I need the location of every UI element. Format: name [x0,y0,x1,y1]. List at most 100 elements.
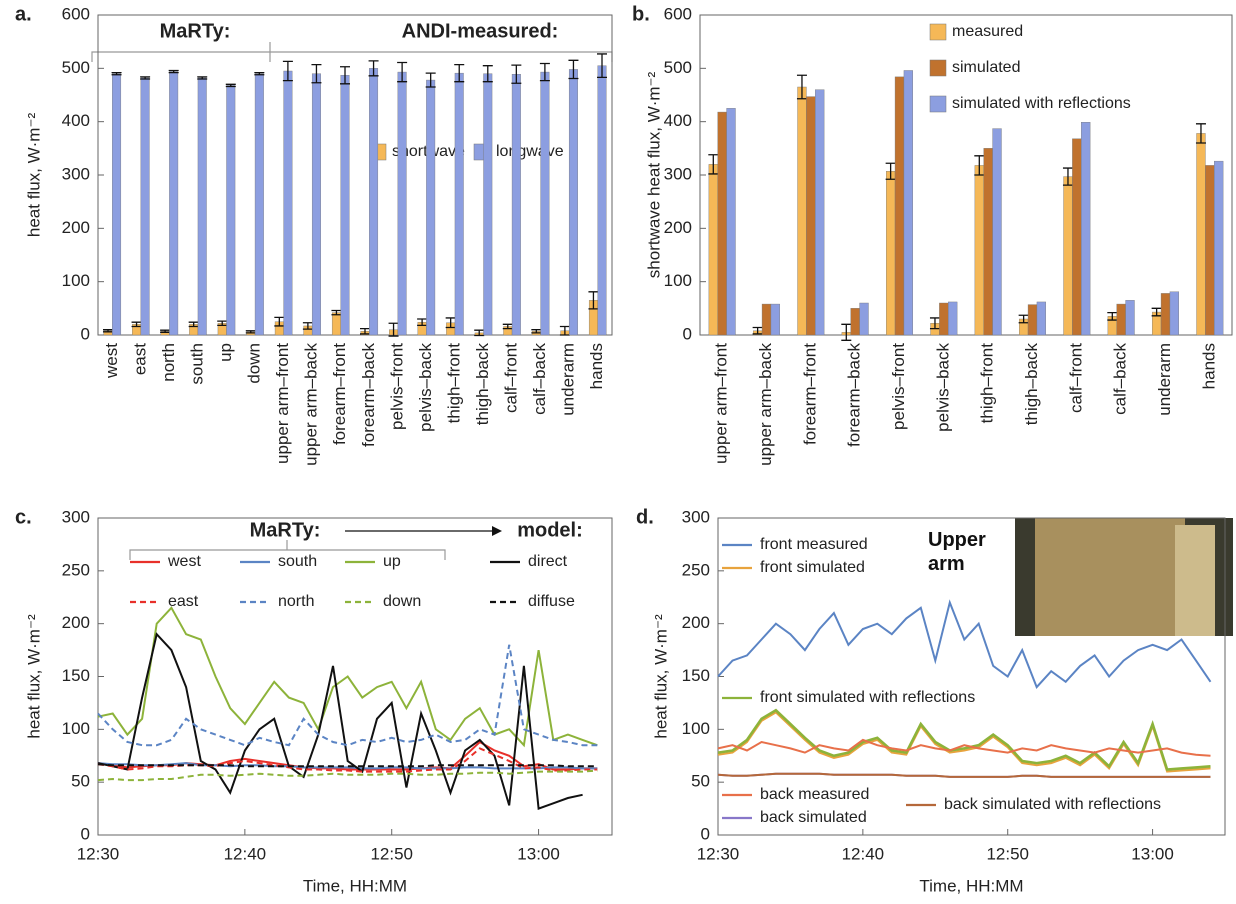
bar [369,68,379,336]
y-tick-label: 50 [691,772,710,791]
y-tick-label: 300 [664,164,692,183]
x-tick-label: forearm–back [359,343,378,447]
panel-label: c. [15,506,32,528]
x-tick-label: forearm–back [845,343,864,447]
panel-label: b. [632,3,650,25]
annotation: model: [517,519,583,541]
bar [708,164,718,336]
bar [397,71,407,336]
y-tick-label: 300 [62,507,90,526]
bar [815,89,825,336]
bar [1072,138,1082,336]
arrow-head [492,526,502,536]
error-bar [168,69,179,74]
y-tick-label: 100 [62,719,90,738]
legend-swatch [929,59,947,77]
series-line [97,606,598,748]
error-bar [482,65,493,83]
error-bar [454,63,465,83]
y-tick-label: 300 [62,164,90,183]
error-bar [1107,311,1118,321]
series-line [717,599,1212,689]
y-tick-label: 500 [62,58,90,77]
x-tick-label: 12:40 [224,844,267,863]
legend-label: front measured [760,536,868,553]
x-tick-label: down [245,343,264,384]
bar [226,85,236,336]
y-axis-label: shortwave heat flux, W·m⁻² [644,71,663,278]
annotation: MaRTy: [250,519,321,541]
legend-label: down [383,593,421,610]
y-tick-label: 0 [81,824,90,843]
error-bar [708,154,719,175]
x-tick-label: thigh–front [444,343,463,424]
bar [717,111,727,336]
x-tick-label: 12:50 [370,844,413,863]
legend-swatch [929,23,947,41]
bar [112,73,122,336]
legend-label: measured [952,23,1023,40]
bar [568,69,578,336]
x-tick-label: 12:30 [77,844,120,863]
bar [726,108,736,336]
error-bar [1018,314,1029,324]
error-bar [974,155,985,176]
bar [1160,293,1171,336]
y-axis-label: heat flux, W·m⁻² [24,614,43,739]
panel-label: a. [15,3,32,25]
y-axis-label: heat flux, W·m⁻² [24,113,43,238]
bar [761,303,772,336]
bar [992,128,1002,336]
x-tick-label: thigh–back [473,343,492,426]
x-tick-label: west [102,343,121,379]
error-bar [331,309,342,316]
series-line [717,708,1211,771]
y-tick-label: 500 [664,58,692,77]
error-bar [140,76,151,80]
legend-swatch [929,95,947,113]
legend-label: diffuse [528,593,575,610]
bar [169,71,179,336]
legend-label: longwave [496,143,564,160]
bar [340,75,350,336]
error-bar [474,329,485,337]
bar [1214,160,1224,336]
y-tick-label: 200 [62,218,90,237]
annotation: ANDI-measured: [402,20,559,42]
x-tick-label: pelvis–front [387,343,406,430]
x-tick-label: upper arm–back [756,343,775,466]
y-tick-label: 400 [62,111,90,130]
x-tick-label: pelvis–back [933,343,952,432]
error-bar [568,59,579,80]
bar [850,308,860,336]
x-tick-label: thigh–back [1022,343,1041,426]
error-bar [417,318,428,327]
bar [140,77,150,336]
x-axis-label: Time, HH:MM [303,876,407,895]
bar [1205,165,1215,336]
annotation: MaRTy: [160,20,231,42]
x-tick-label: north [159,343,178,382]
error-bar [531,329,542,334]
x-tick-label: calf–front [1066,343,1085,413]
bar [1027,304,1038,336]
x-tick-label: 12:50 [986,844,1029,863]
bar [254,73,264,336]
x-tick-label: calf–back [1111,343,1130,415]
error-bar [340,66,351,85]
legend-label: west [167,553,201,570]
error-bar [254,71,265,76]
error-bar [1062,167,1073,186]
error-bar [929,317,940,330]
error-bar [588,291,599,310]
bar [511,73,521,336]
y-tick-label: 150 [62,666,90,685]
bar [426,79,436,336]
error-bar [188,321,199,328]
error-bar [245,330,256,334]
photo [1015,518,1233,636]
error-bar [359,327,370,335]
error-bar [111,71,122,76]
error-bar [445,317,456,329]
